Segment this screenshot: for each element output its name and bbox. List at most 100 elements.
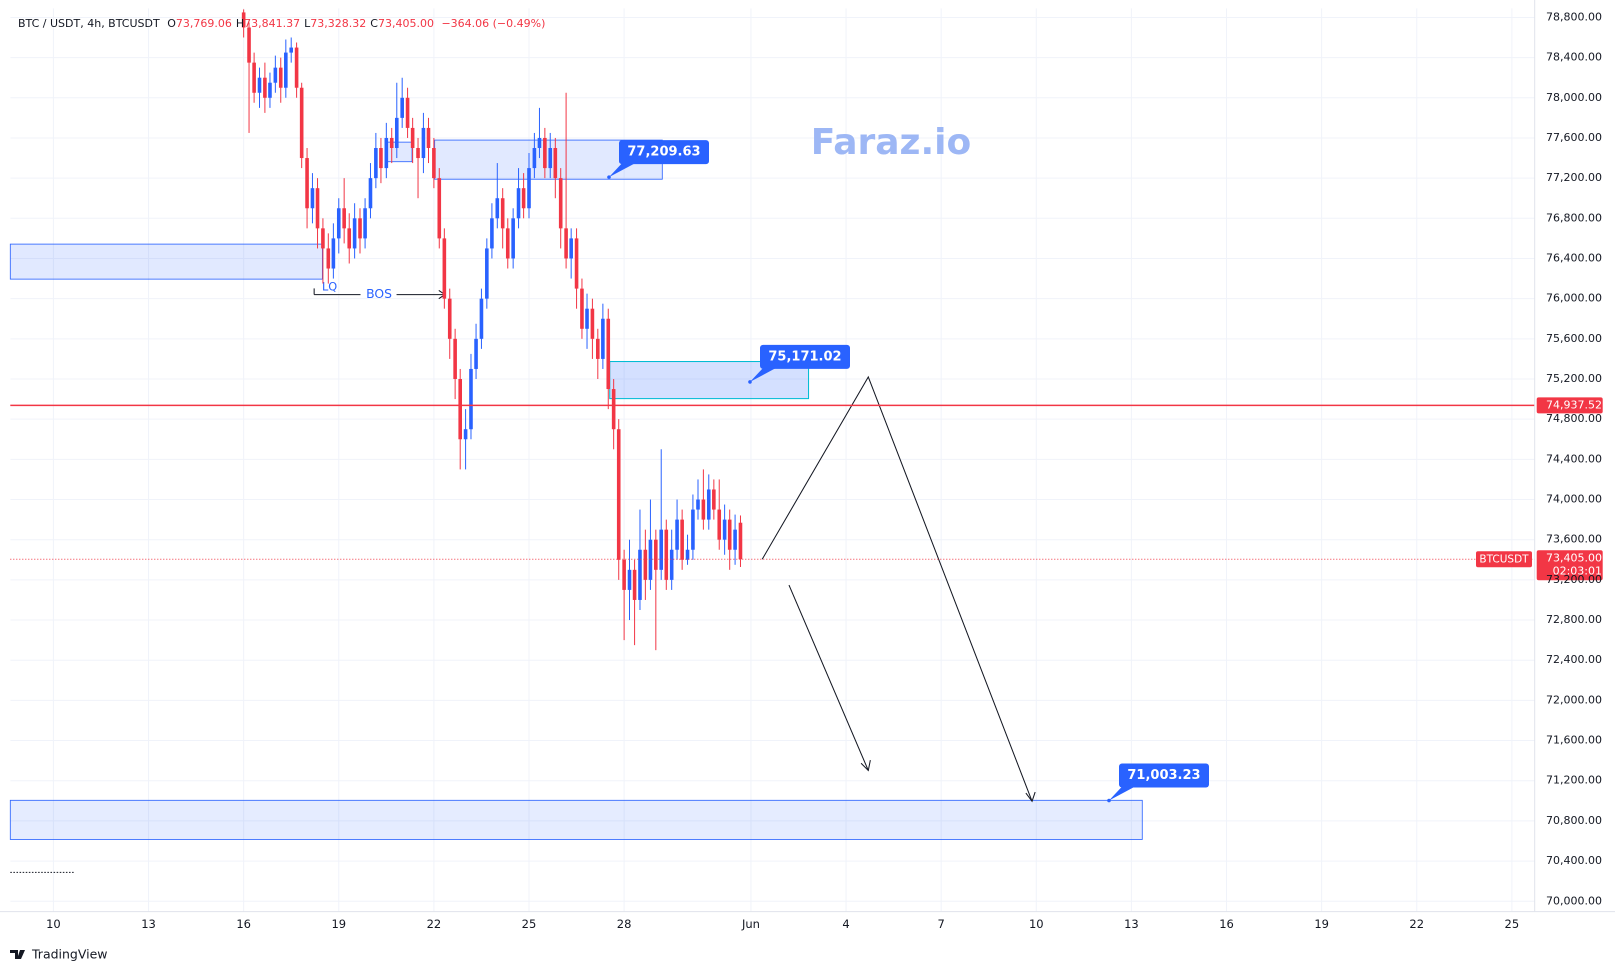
y-tick-label: 74,400.00 (1546, 452, 1602, 465)
candle-body (410, 127, 415, 149)
candle-body (294, 47, 299, 88)
candle-body (537, 137, 542, 149)
candle-body (347, 228, 352, 249)
candle-body (659, 529, 664, 570)
x-tick-label: 16 (236, 917, 251, 931)
candle-body (447, 298, 452, 339)
candle-body (273, 67, 278, 83)
y-tick-label: 70,800.00 (1546, 814, 1602, 827)
symbol: BTC / USDT, 4h, BTCUSDT (18, 17, 160, 30)
y-tick-label: 76,000.00 (1546, 292, 1602, 305)
x-tick-label: 28 (617, 917, 632, 931)
candle-body (289, 47, 294, 53)
x-tick-label: 13 (1124, 917, 1139, 931)
candle-body (675, 519, 679, 550)
candle-body (648, 539, 653, 580)
candle-body (606, 318, 611, 390)
x-tick-label: 19 (331, 917, 346, 931)
y-tick-label: 72,400.00 (1546, 653, 1602, 666)
candle-body (580, 288, 584, 329)
x-tick-label: 25 (1505, 917, 1520, 931)
callout-label: 77,209.63 (627, 145, 700, 160)
x-tick-label: 4 (842, 917, 849, 931)
callout-box (1119, 763, 1209, 788)
header: BTC / USDT, 4h, BTCUSDT O73,769.06 H73,84… (18, 17, 545, 30)
candle-body (416, 148, 420, 159)
drawings: BOS LQ (9, 139, 1143, 873)
y-tick-label: 71,200.00 (1546, 774, 1602, 787)
candle-body (712, 489, 716, 510)
ohlc-value: 73,769.06 (176, 17, 232, 30)
x-tick-label: 13 (141, 917, 156, 931)
candle-body (363, 208, 367, 239)
x-tick-label: 10 (46, 917, 61, 931)
candle-body (643, 549, 648, 580)
candle-body (485, 248, 489, 299)
watermark: Faraz.io (811, 122, 972, 163)
y-tick-label: 72,800.00 (1546, 613, 1602, 626)
candle-body (299, 87, 304, 159)
branding-text: TradingView (31, 947, 108, 962)
x-tick-label: 19 (1314, 917, 1329, 931)
candle-body (696, 499, 700, 510)
candle-body (553, 148, 558, 179)
candle-body (305, 158, 309, 209)
ohlc-value: 73,405.00 (378, 17, 434, 30)
x-tick-label: 22 (1409, 917, 1424, 931)
candle-body (247, 27, 251, 63)
candle-body (564, 228, 568, 259)
candle-body (558, 178, 563, 229)
candle-body (389, 137, 394, 149)
candle-body (331, 238, 336, 269)
y-tick-label: 70,000.00 (1546, 894, 1602, 907)
ohlc-value: 73,841.37 (244, 17, 300, 30)
candle-body (596, 338, 600, 359)
candle-body (268, 82, 272, 98)
candle-body (722, 519, 727, 540)
candle-body (601, 318, 605, 359)
callout-pointer (750, 366, 778, 382)
candle-body (342, 208, 346, 229)
candle-body (701, 499, 706, 520)
projection-arrow (761, 375, 1033, 802)
candle-body (326, 248, 331, 269)
lq-label: LQ (322, 279, 337, 293)
candle-body (505, 228, 510, 259)
ohlc-key: H (236, 17, 244, 30)
candle-body (284, 52, 288, 88)
ohlc-key: C (370, 17, 378, 30)
callout-label: 71,003.23 (1127, 768, 1200, 783)
candle-body (257, 77, 262, 93)
callout-tip (607, 175, 611, 179)
projection-arrow (788, 584, 869, 771)
callout-pointer (609, 162, 637, 178)
candle-body (474, 338, 478, 369)
candle-body (315, 188, 320, 229)
candle-body (394, 117, 399, 149)
x-tick-label: 22 (427, 917, 442, 931)
y-tick-label: 77,200.00 (1546, 171, 1602, 184)
y-tick-label: 76,800.00 (1546, 211, 1602, 224)
candle-body (336, 208, 341, 239)
symbol-label: BTCUSDT (1479, 553, 1529, 565)
candle-body (500, 198, 505, 229)
branding: TradingView (10, 947, 108, 962)
candle-body (490, 218, 494, 249)
candle-body (358, 218, 362, 239)
candle-body (627, 569, 632, 590)
candle-body (521, 188, 526, 209)
candle-body (585, 308, 589, 329)
candle-body (469, 368, 473, 430)
candle-body (374, 148, 378, 179)
candle-body (432, 148, 436, 179)
candle-body (252, 62, 256, 93)
y-tick-label: 72,000.00 (1546, 693, 1602, 706)
zone (9, 799, 1143, 840)
candle-body (738, 522, 743, 560)
price-label: 73,405.00 (1546, 551, 1602, 564)
candle-body (405, 97, 410, 128)
candle-body (453, 338, 457, 380)
candle-body (384, 137, 389, 169)
